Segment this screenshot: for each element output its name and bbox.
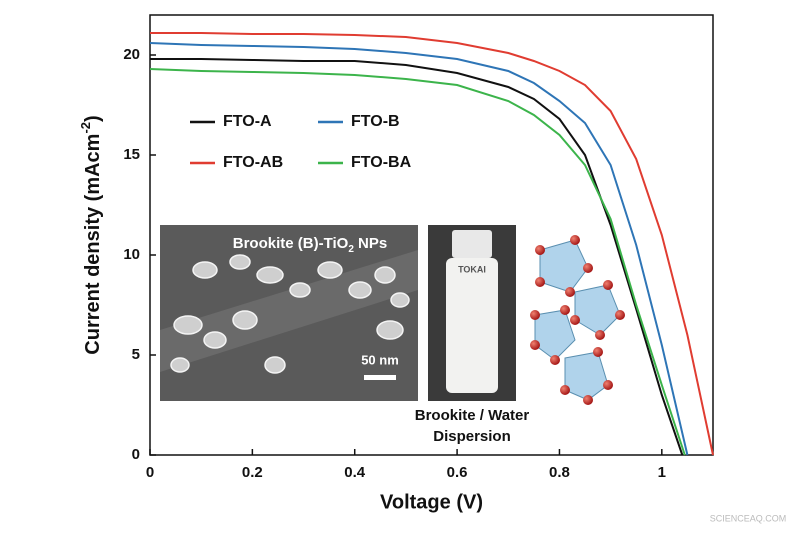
watermark: SCIENCEAQ.COM: [710, 513, 787, 523]
series-line: [149, 68, 686, 456]
bottle-caption: Brookite / Water: [415, 407, 530, 424]
sem-title-sub: 2: [348, 244, 354, 255]
x-tick-label: 1: [658, 464, 666, 481]
y-axis-label-sup: -2: [78, 122, 93, 134]
y-axis-label-main: Current density (mAcm: [82, 134, 104, 355]
x-tick-label: 0.2: [242, 464, 263, 481]
x-axis-label: Voltage (V): [380, 491, 483, 513]
series-line: [150, 32, 714, 456]
y-axis-label: Current density (mAcm-2): [78, 115, 104, 354]
sem-title-main: Brookite (B)-TiO: [233, 235, 349, 252]
bottle-cap: [452, 230, 492, 258]
scale-bar: [364, 375, 396, 380]
scale-bar-label: 50 nm: [361, 352, 399, 367]
x-tick-label: 0.4: [344, 464, 366, 481]
sem-title-tail: NPs: [354, 235, 387, 252]
legend-label: FTO-B: [351, 113, 400, 130]
crystal-structure: [534, 239, 621, 401]
bottle: [446, 258, 498, 393]
x-tick-label: 0.6: [447, 464, 468, 481]
crystal-atoms: [530, 235, 625, 405]
series-line: [150, 58, 684, 456]
legend-label: FTO-AB: [223, 154, 283, 171]
y-tick-label: 10: [123, 246, 140, 263]
bottle-caption: Dispersion: [433, 428, 511, 445]
y-axis-label-close: ): [82, 115, 104, 122]
x-tick-label: 0: [146, 464, 154, 481]
y-tick-label: 0: [132, 446, 140, 463]
x-tick-label: 0.8: [549, 464, 570, 481]
plot-frame: [149, 14, 714, 456]
legend-label: FTO-A: [223, 113, 272, 130]
insets: Brookite (B)-TiO2 NPs 50 nm TOKAI Brooki…: [160, 225, 625, 445]
legend-label: FTO-BA: [351, 154, 412, 171]
bottle-brand: TOKAI: [458, 264, 486, 274]
y-tick-label: 5: [132, 346, 140, 363]
series-line: [149, 42, 689, 456]
sem-particles: [170, 254, 410, 374]
y-tick-label: 15: [123, 146, 140, 163]
sem-title: Brookite (B)-TiO2 NPs: [233, 235, 387, 255]
y-tick-label: 20: [123, 46, 140, 63]
